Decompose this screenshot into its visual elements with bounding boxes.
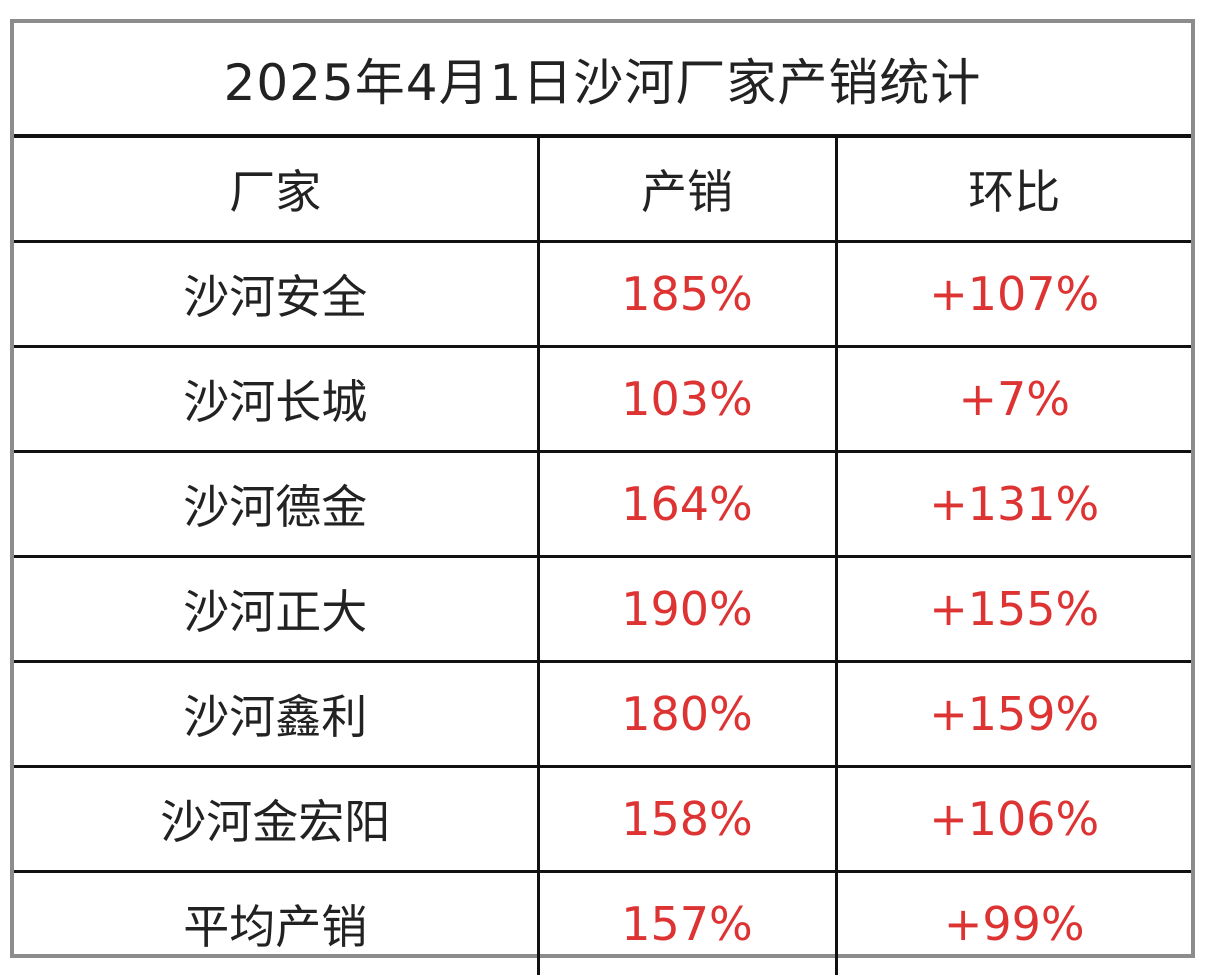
change-value: +155% <box>834 555 1191 663</box>
average-output-value: 157% <box>536 870 838 975</box>
change-value: +106% <box>834 765 1191 873</box>
table-row: 沙河德金 164% +131% <box>14 450 1191 558</box>
manufacturer-name: 沙河长城 <box>14 345 540 453</box>
stats-table-frame: 2025年4月1日沙河厂家产销统计 厂家 产销 环比 沙河安全 185% +10… <box>10 19 1195 975</box>
change-value: +107% <box>834 240 1191 348</box>
header-change: 环比 <box>834 134 1191 243</box>
table-row: 沙河鑫利 180% +159% <box>14 660 1191 768</box>
table-row-average: 平均产销 157% +99% <box>14 870 1191 975</box>
header-manufacturer: 厂家 <box>14 134 540 243</box>
output-value: 103% <box>536 345 838 453</box>
header-output-sales: 产销 <box>536 134 838 243</box>
change-value: +159% <box>834 660 1191 768</box>
table-row: 沙河正大 190% +155% <box>14 555 1191 663</box>
change-value: +131% <box>834 450 1191 558</box>
production-sales-table: 厂家 产销 环比 沙河安全 185% +107% 沙河长城 103% +7% 沙… <box>14 134 1191 975</box>
change-value: +7% <box>834 345 1191 453</box>
manufacturer-name: 沙河安全 <box>14 240 540 348</box>
output-value: 158% <box>536 765 838 873</box>
table-header-row: 厂家 产销 环比 <box>14 134 1191 243</box>
manufacturer-name: 沙河鑫利 <box>14 660 540 768</box>
average-change-value: +99% <box>834 870 1191 975</box>
manufacturer-name: 沙河金宏阳 <box>14 765 540 873</box>
table-row: 沙河安全 185% +107% <box>14 240 1191 348</box>
table-row: 沙河长城 103% +7% <box>14 345 1191 453</box>
table-title: 2025年4月1日沙河厂家产销统计 <box>223 53 982 112</box>
average-label: 平均产销 <box>14 870 540 975</box>
output-value: 185% <box>536 240 838 348</box>
output-value: 180% <box>536 660 838 768</box>
table-row: 沙河金宏阳 158% +106% <box>14 765 1191 873</box>
manufacturer-name: 沙河正大 <box>14 555 540 663</box>
manufacturer-name: 沙河德金 <box>14 450 540 558</box>
output-value: 164% <box>536 450 838 558</box>
output-value: 190% <box>536 555 838 663</box>
